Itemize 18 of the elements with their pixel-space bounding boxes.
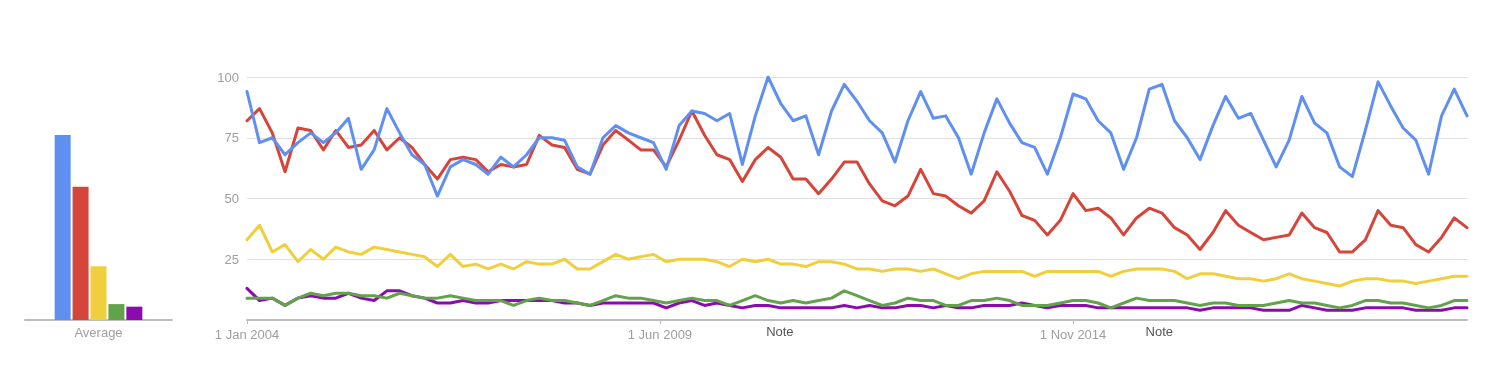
y-tick-label: 100 <box>217 69 239 85</box>
x-tick-label: 1 Jan 2004 <box>214 327 280 342</box>
bar <box>90 266 107 320</box>
line-series <box>245 107 1469 254</box>
x-tick-label: 1 Jun 2009 <box>627 327 693 342</box>
text: Note <box>1145 324 1174 339</box>
bar <box>126 306 143 320</box>
bar <box>108 304 125 320</box>
x-tick-label: Average <box>74 325 123 340</box>
y-tick-label: 25 <box>224 251 239 267</box>
line-series <box>245 75 1469 198</box>
x-tick-label: 1 Nov 2014 <box>1039 327 1107 342</box>
y-tick-label: 75 <box>224 130 239 146</box>
bar <box>54 135 71 320</box>
y-tick-label: 50 <box>224 191 239 206</box>
text: Note <box>766 324 794 339</box>
line-series <box>245 223 1469 288</box>
bar <box>72 186 89 320</box>
